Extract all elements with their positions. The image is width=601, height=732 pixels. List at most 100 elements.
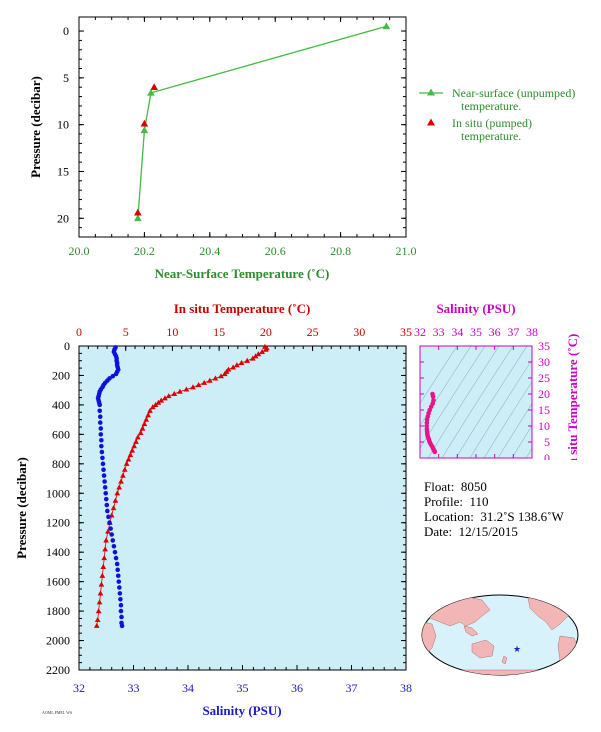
top-y-tick-label: 20 <box>57 211 69 225</box>
temperature-point <box>201 379 208 385</box>
profile-top-tick-label: 10 <box>166 325 178 339</box>
salinity-series <box>95 345 125 629</box>
temperature-point <box>103 537 109 543</box>
profile-top-tick-label: 30 <box>353 325 365 339</box>
profile-axis-ticks <box>78 345 407 671</box>
profile-y-tick-label: 1000 <box>46 486 70 500</box>
salinity-point <box>118 602 124 608</box>
ts-y-tick-label: 10 <box>538 419 550 433</box>
salinity-point <box>105 508 110 514</box>
temperature-point <box>162 395 168 401</box>
salinity-point <box>113 371 119 377</box>
temperature-point <box>206 377 213 383</box>
temperature-point <box>238 359 245 366</box>
temperature-point <box>101 555 108 561</box>
temperature-point <box>110 505 117 511</box>
temperature-point <box>195 382 202 388</box>
location-value: 31.2˚S 138.6˚W <box>480 509 564 524</box>
ts-y-tick-label: 5 <box>544 435 550 449</box>
salinity-point <box>100 461 106 467</box>
profile-y-tick-label: 1400 <box>46 545 70 559</box>
profile-y-tick-label: 800 <box>52 457 70 471</box>
profile-bottom-axis-label: Salinity (PSU) <box>202 703 281 718</box>
salinity-point <box>97 414 103 419</box>
temperature-point <box>121 466 128 472</box>
salinity-point <box>97 408 103 414</box>
temperature-point <box>135 434 141 440</box>
profile-y-tick-label: 600 <box>52 427 70 441</box>
top-legend: Near-surface (unpumped) temperature. In … <box>419 86 575 143</box>
temperature-point <box>145 412 151 418</box>
temperature-point <box>114 490 121 496</box>
location-map: ★ <box>421 594 579 676</box>
profile-temperature-tick-labels: 0 5 10 15 20 25 30 35 <box>76 325 412 339</box>
salinity-point <box>119 614 124 620</box>
ts-series <box>424 391 438 455</box>
profile-top-tick-label: 25 <box>307 325 319 339</box>
salinity-point <box>100 455 105 461</box>
profile-plot-background <box>78 345 407 671</box>
legend-unpumped-line1: Near-surface (unpumped) <box>452 86 575 100</box>
top-y-tick-label: 10 <box>57 118 69 132</box>
ts-x-tick-label: 37 <box>507 325 519 339</box>
temperature-point <box>116 484 123 490</box>
salinity-point <box>101 467 106 473</box>
unpumped-point <box>140 126 149 134</box>
profile-y-tick-label: 1200 <box>46 516 70 530</box>
top-x-axis-label: Near-Surface Temperature (˚C) <box>155 266 330 281</box>
ts-right-axis-label: In situ Temperature (˚C) <box>565 334 580 460</box>
temperature-point <box>255 351 262 357</box>
ts-x-tick-labels: 32 33 34 35 36 37 38 <box>414 325 538 339</box>
profile-bottom-tick-label: 34 <box>182 681 194 695</box>
temperature-point <box>212 375 219 381</box>
salinity-point <box>102 479 107 484</box>
africa-landmass <box>422 621 437 655</box>
date-value: 12/15/2015 <box>458 524 518 539</box>
legend-marker-unpumped <box>427 88 435 96</box>
salinity-point <box>107 520 112 526</box>
ts-y-tick-label: 30 <box>538 355 550 369</box>
top-y-tick-label: 5 <box>63 71 69 85</box>
temperature-point <box>102 546 109 552</box>
salinity-point <box>99 443 104 449</box>
top-x-tick-label: 20.0 <box>69 244 90 258</box>
salinity-point <box>98 432 104 437</box>
ts-y-tick-label: 15 <box>538 403 550 417</box>
temperature-point <box>234 362 240 368</box>
top-x-tick-label: 20.4 <box>199 244 220 258</box>
profile-bottom-tick-label: 38 <box>400 681 412 695</box>
ts-point <box>432 449 438 455</box>
legend-pumped-line1: In situ (pumped) <box>452 116 532 130</box>
australia-landmass <box>471 639 495 659</box>
salinity-point <box>111 543 117 549</box>
profile-top-axis-label: In situ Temperature (˚C) <box>174 301 311 316</box>
new-zealand-landmass <box>501 655 508 665</box>
profile-row: Profile: 110 <box>424 494 564 509</box>
salinity-point <box>113 555 119 561</box>
float-value: 8050 <box>460 479 487 494</box>
temperature-point <box>97 590 104 596</box>
salinity-point <box>115 567 120 573</box>
temperature-point <box>118 478 124 484</box>
footer-stamp: AOML PMEL WS <box>42 710 72 715</box>
temperature-point <box>120 472 126 478</box>
pumped-point <box>140 119 149 127</box>
salinity-point <box>99 437 104 443</box>
profile-top-tick-label: 5 <box>123 325 129 339</box>
near-surface-chart: 0 5 10 15 20 20.0 20.2 20.4 20.6 20.8 21.0 Near-S… <box>28 16 575 281</box>
profile-label: Profile: <box>424 494 463 509</box>
profile-top-tick-label: 15 <box>213 325 225 339</box>
temperature-point <box>137 429 144 435</box>
ts-x-tick-label: 32 <box>414 325 426 339</box>
salinity-point <box>109 532 114 537</box>
density-contour <box>497 403 532 458</box>
temperature-point <box>143 416 150 422</box>
top-y-axis-label: Pressure (decibar) <box>28 76 43 178</box>
ts-plot-background <box>420 346 532 458</box>
ts-y-tick-label: 20 <box>538 387 550 401</box>
pumped-point <box>134 208 142 216</box>
salinity-point <box>117 591 123 596</box>
profile-bottom-tick-label: 32 <box>73 681 85 695</box>
pumped-point <box>150 83 159 91</box>
ts-x-tick-label: 38 <box>526 325 538 339</box>
